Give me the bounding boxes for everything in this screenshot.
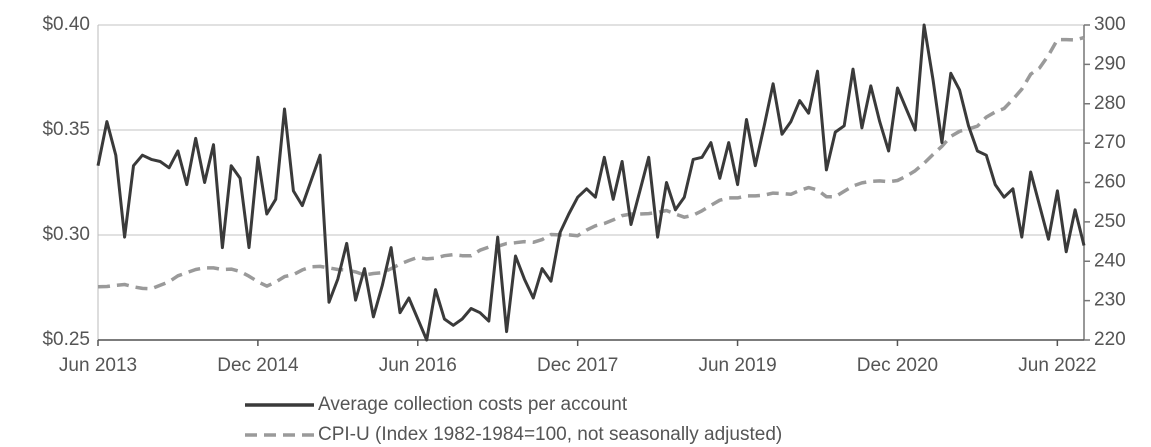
y2-tick-label: 260	[1094, 172, 1126, 193]
legend-label: Average collection costs per account	[318, 394, 628, 415]
y2-tick-label: 280	[1094, 93, 1126, 114]
y-tick-label: $0.30	[42, 224, 90, 245]
x-tick-label: Jun 2016	[379, 355, 457, 376]
y2-tick-label: 220	[1094, 329, 1126, 350]
x-tick-label: Dec 2014	[217, 355, 299, 376]
y2-tick-label: 290	[1094, 53, 1126, 74]
legend-label: CPI-U (Index 1982-1984=100, not seasonal…	[318, 424, 782, 445]
x-tick-label: Jun 2022	[1018, 355, 1096, 376]
y2-tick-label: 300	[1094, 14, 1126, 35]
y-tick-label: $0.25	[42, 329, 90, 350]
x-tick-label: Jun 2013	[59, 355, 137, 376]
y-tick-label: $0.35	[42, 119, 90, 140]
series-line	[96, 23, 1086, 342]
y-tick-label: $0.40	[42, 14, 90, 35]
y2-tick-label: 270	[1094, 132, 1126, 153]
x-tick-label: Dec 2020	[857, 355, 938, 376]
x-tick-label: Dec 2017	[537, 355, 618, 376]
y2-tick-label: 250	[1094, 211, 1126, 232]
y2-tick-label: 240	[1094, 250, 1126, 271]
x-tick-label: Jun 2019	[698, 355, 776, 376]
series-line	[97, 35, 1085, 291]
y2-tick-label: 230	[1094, 290, 1126, 311]
